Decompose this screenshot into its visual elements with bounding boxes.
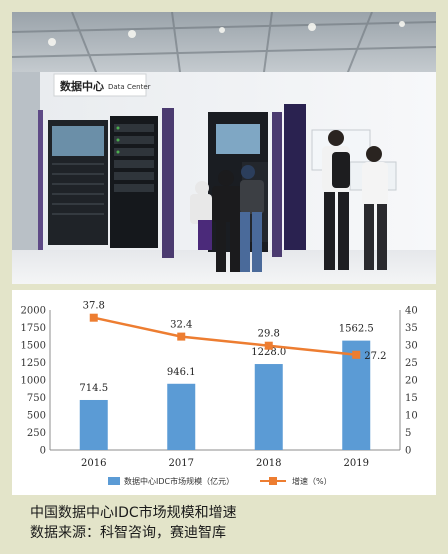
chart-panel: 0 250 500 750 1000 1250 1500 1750 2000 0 5 10 15 20 25…: [12, 290, 436, 495]
caption-source: 数据来源：科智咨询，赛迪智库: [30, 525, 226, 541]
y-tick-label-right: 0: [405, 446, 411, 457]
growth-point: [264, 341, 273, 350]
bar: [167, 383, 196, 450]
bar-data-label: 714.5: [79, 383, 108, 394]
y-tick-label-right: 20: [405, 376, 418, 387]
x-tick-label: 2018: [256, 458, 281, 469]
growth-point: [89, 313, 98, 322]
legend-line-marker: [269, 477, 277, 485]
y-tick-label-right: 5: [405, 428, 411, 439]
y-tick-label-left: 250: [27, 428, 46, 439]
growth-data-label: 37.8: [83, 301, 105, 312]
figure-caption: 中国数据中心IDC市场规模和增速 数据来源：科智咨询，赛迪智库: [30, 503, 430, 543]
y-tick-label-left: 1750: [21, 323, 46, 334]
growth-data-label: 29.8: [258, 329, 280, 340]
y-tick-label-left: 1500: [21, 341, 46, 352]
y-tick-label-left: 1250: [21, 358, 46, 369]
x-tick-label: 2017: [169, 458, 194, 469]
x-tick-label: 2016: [81, 458, 106, 469]
legend-bar-swatch: [108, 477, 120, 485]
data-center-photo: 数据中心 Data Center: [12, 12, 436, 284]
growth-line: [93, 316, 357, 357]
y-tick-label-left: 750: [27, 393, 46, 404]
y-tick-label-right: 35: [405, 323, 418, 334]
y-tick-label-left: 1000: [21, 376, 46, 387]
booth-sign-en: Data Center: [108, 83, 151, 91]
bar-data-label: 946.1: [167, 367, 196, 378]
growth-point: [352, 350, 361, 359]
legend-bar-label: 数据中心IDC市场规模（亿元）: [124, 476, 234, 486]
bar: [342, 340, 371, 450]
idc-market-chart: 0 250 500 750 1000 1250 1500 1750 2000 0 5 10 15 20 25…: [21, 301, 418, 486]
y-tick-label-left: 0: [40, 446, 46, 457]
y-tick-label-right: 15: [405, 393, 418, 404]
y-tick-label-right: 10: [405, 411, 418, 422]
y-tick-label-right: 25: [405, 358, 418, 369]
bar-data-label: 1228.0: [251, 347, 286, 358]
growth-data-label: 27.2: [364, 351, 386, 362]
y-tick-label-right: 30: [405, 341, 418, 352]
data-center-photo-illustration: 数据中心 Data Center: [12, 12, 436, 284]
y-tick-label-left: 2000: [21, 306, 46, 317]
caption-title: 中国数据中心IDC市场规模和增速: [30, 505, 237, 521]
bar: [254, 364, 283, 450]
growth-data-label: 32.4: [170, 320, 192, 331]
bar: [79, 399, 108, 450]
legend-line-label: 增速（%）: [292, 476, 332, 486]
y-tick-label-left: 500: [27, 411, 46, 422]
growth-point: [177, 332, 186, 341]
y-tick-label-right: 40: [405, 306, 418, 317]
x-tick-label: 2019: [344, 458, 369, 469]
booth-sign-cn: 数据中心: [60, 79, 104, 93]
bar-data-label: 1562.5: [339, 324, 374, 335]
